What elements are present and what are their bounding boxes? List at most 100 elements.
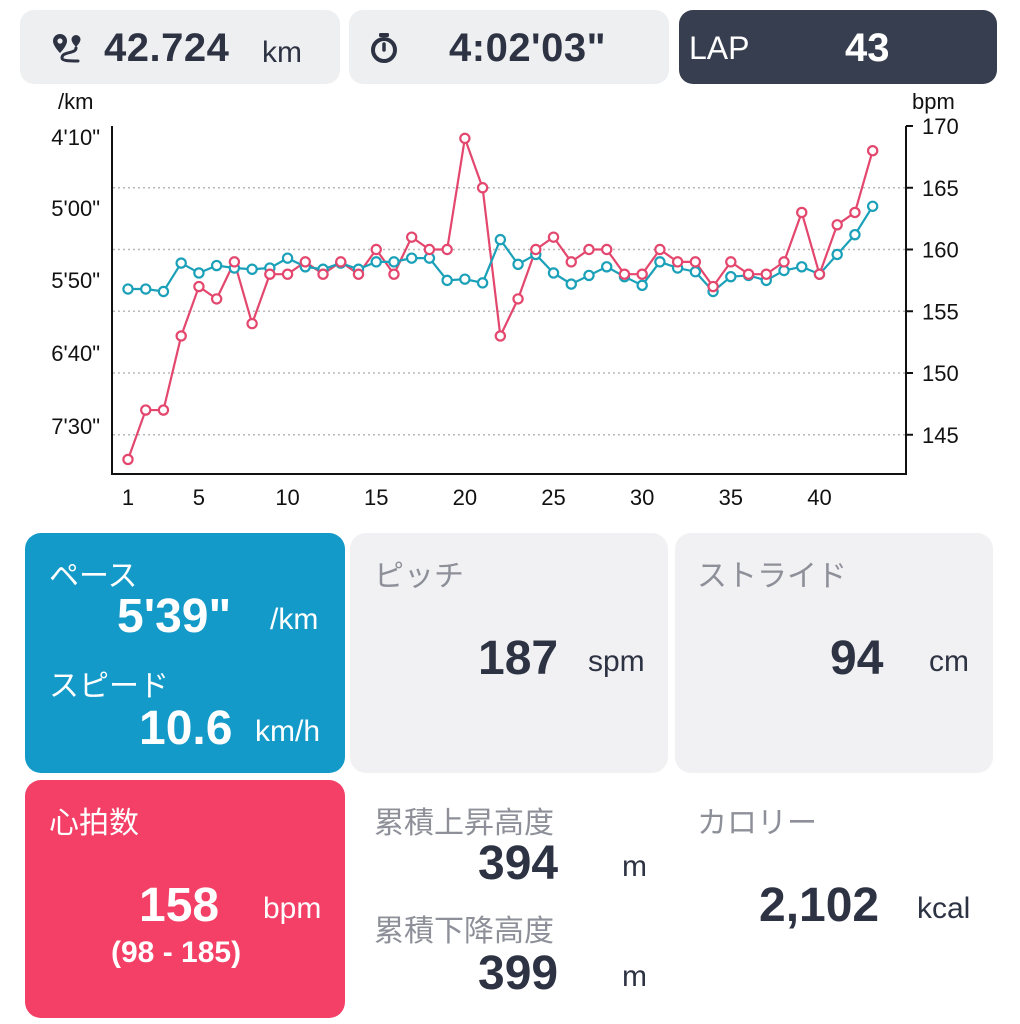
- heart-rate-point: [742, 268, 755, 280]
- heart-rate-point: [654, 243, 666, 256]
- pace-point: [725, 270, 737, 283]
- x-tick-label: 40: [807, 485, 831, 510]
- right-tick-label: 165: [922, 176, 959, 201]
- lap-box[interactable]: LAP 43: [679, 10, 997, 84]
- pace-point: [849, 228, 861, 241]
- heart-rate-point: [565, 256, 577, 268]
- pitch-label: ピッチ: [374, 560, 464, 593]
- left-tick-label: 4'10": [51, 125, 100, 150]
- x-tick-label: 10: [275, 485, 299, 510]
- heart-rate-point: [299, 256, 311, 268]
- stride-card[interactable]: ストライド 94 cm: [675, 533, 993, 773]
- pace-point: [866, 200, 879, 212]
- descent-label: 累積下降高度: [374, 915, 554, 948]
- pace-point: [459, 273, 471, 285]
- pace-point: [210, 259, 223, 272]
- pace-point: [441, 274, 453, 287]
- heart-rate-point: [210, 293, 223, 305]
- right-tick-label: 160: [922, 238, 959, 263]
- x-tick-label: 25: [541, 485, 565, 510]
- ascent-unit: m: [622, 850, 647, 883]
- left-tick-label: 5'50": [51, 268, 100, 293]
- pace-point: [636, 279, 648, 292]
- heart-rate-point: [494, 330, 507, 342]
- heart-rate-point: [618, 268, 631, 280]
- pace-point: [494, 233, 507, 246]
- right-axis-unit: bpm: [912, 89, 955, 114]
- pace-point: [122, 283, 134, 295]
- right-tick-label: 170: [922, 114, 959, 139]
- heart-rate-point: [370, 243, 382, 256]
- heart-rate-point: [388, 268, 400, 280]
- route-pin-icon: [53, 34, 81, 63]
- pace-point: [370, 256, 382, 268]
- pitch-card[interactable]: ピッチ 187 spm: [350, 533, 668, 773]
- heart-rate-point: [441, 243, 453, 256]
- heart-rate-point: [707, 280, 719, 293]
- pace-point: [405, 252, 418, 264]
- stride-value: 94: [830, 632, 884, 685]
- speed-label: スピード: [49, 670, 169, 703]
- pace-point: [246, 263, 258, 275]
- left-tick-label: 7'30": [51, 414, 100, 439]
- heart-rate-point: [831, 219, 843, 231]
- heart-rate-point: [317, 268, 329, 280]
- heart-rate-value: 158: [139, 879, 220, 932]
- pace-point: [583, 269, 595, 282]
- calorie-label: カロリー: [697, 807, 817, 840]
- pace-point: [796, 261, 808, 273]
- heart-rate-point: [849, 206, 861, 219]
- pace-point: [281, 252, 294, 264]
- descent-value: 399: [478, 947, 559, 1000]
- heart-rate-point: [583, 243, 595, 256]
- distance-box: 42.724 km: [20, 10, 340, 84]
- time-box: 4:02'03": [349, 10, 669, 84]
- stopwatch-icon: [371, 33, 397, 63]
- heart-rate-point: [636, 268, 648, 280]
- lap-value: 43: [845, 26, 890, 70]
- pace-point: [175, 257, 187, 269]
- pace-point: [193, 267, 205, 279]
- pitch-value: 187: [478, 632, 559, 685]
- stride-unit: cm: [929, 645, 969, 678]
- heart-rate-point: [760, 268, 772, 280]
- pace-point: [689, 266, 702, 278]
- heart-rate-point: [193, 280, 205, 293]
- speed-unit: km/h: [255, 715, 321, 748]
- heart-rate-point: [423, 243, 436, 256]
- heart-rate-card[interactable]: 心拍数 158 bpm (98 - 185): [25, 780, 345, 1018]
- heart-rate-point: [335, 256, 347, 268]
- pace-unit: /km: [270, 603, 319, 636]
- heart-rate-point: [547, 231, 560, 243]
- calorie-value: 2,102: [759, 879, 880, 932]
- calorie-card[interactable]: カロリー 2,102 kcal: [675, 780, 993, 1018]
- heart-rate-point: [671, 256, 684, 268]
- pitch-unit: spm: [588, 645, 645, 678]
- descent-unit: m: [622, 960, 647, 993]
- heart-rate-point: [476, 182, 489, 194]
- heart-rate-series-line: [126, 137, 874, 460]
- heart-rate-label: 心拍数: [49, 807, 139, 840]
- heart-rate-point: [281, 268, 294, 280]
- pace-speed-card[interactable]: ペース 5'39" /km スピード 10.6 km/h: [25, 533, 345, 773]
- heart-rate-point: [796, 206, 808, 219]
- elevation-card[interactable]: 累積上昇高度 394 m 累積下降高度 399 m: [350, 780, 668, 1018]
- heart-rate-point: [689, 256, 702, 268]
- heart-rate-point: [264, 268, 276, 280]
- left-axis-unit: /km: [58, 89, 93, 114]
- heart-rate-point: [157, 404, 170, 416]
- heart-rate-point: [866, 144, 879, 157]
- x-tick-label: 35: [719, 485, 743, 510]
- distance-value: 42.724: [104, 26, 230, 70]
- right-tick-label: 145: [922, 423, 959, 448]
- pace-point: [388, 256, 400, 268]
- right-tick-label: 155: [922, 299, 959, 324]
- calorie-unit: kcal: [917, 892, 971, 925]
- pace-point: [565, 278, 577, 290]
- heart-rate-point: [512, 293, 524, 305]
- right-tick-label: 150: [922, 361, 959, 386]
- heart-rate-point: [175, 330, 187, 342]
- pace-label: ペース: [49, 560, 138, 593]
- pace-point: [831, 248, 843, 261]
- pace-point: [601, 261, 613, 273]
